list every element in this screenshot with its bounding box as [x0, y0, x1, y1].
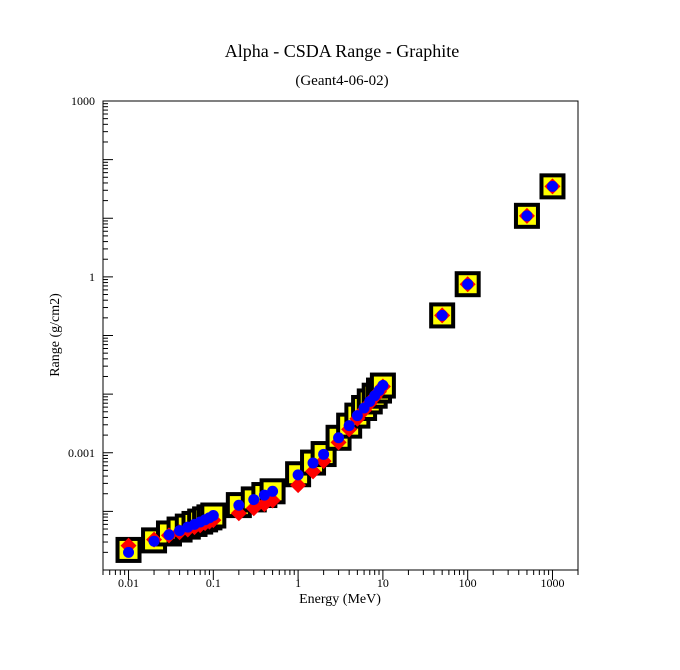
- circle-marker: [174, 525, 186, 537]
- axis-ticks: [102, 100, 579, 580]
- x-axis-label: Energy (MeV): [299, 592, 381, 607]
- circle-marker: [521, 210, 533, 222]
- circle-marker: [546, 180, 558, 192]
- circle-marker: [258, 489, 270, 501]
- x-tick-label: 0.01: [118, 576, 139, 590]
- circle-marker: [462, 278, 474, 290]
- x-tick-label: 1: [295, 576, 301, 590]
- circle-marker: [351, 410, 363, 422]
- circle-marker: [148, 535, 160, 547]
- x-tick-label: 10: [377, 576, 389, 590]
- y-axis-label: Range (g/cm2): [48, 293, 63, 377]
- x-tick-label: 0.1: [206, 576, 221, 590]
- circle-marker: [436, 309, 448, 321]
- diamond-marker: [290, 477, 307, 494]
- circle-marker: [318, 448, 330, 460]
- circle-marker: [333, 432, 345, 444]
- y-tick-label: 1000: [71, 94, 95, 108]
- x-tick-label: 1000: [540, 576, 564, 590]
- diamond-marker: [305, 463, 322, 480]
- axis-tick-labels: 0.01 0.1 1 10 100 1000 0.001 1 1000: [68, 94, 564, 590]
- circle-marker: [292, 469, 304, 481]
- diamond-marker: [230, 505, 247, 522]
- circle-marker: [233, 499, 245, 511]
- circle-marker: [343, 420, 355, 432]
- circle-marker: [207, 510, 219, 522]
- chart-title: Alpha - CSDA Range - Graphite: [225, 41, 459, 61]
- circle-marker: [307, 457, 319, 469]
- circle-marker: [377, 379, 389, 391]
- chart-subtitle: (Geant4-06-02): [295, 73, 388, 89]
- circle-marker: [123, 546, 135, 558]
- circle-marker: [163, 529, 175, 541]
- y-tick-label: 0.001: [68, 446, 95, 460]
- circle-marker: [267, 485, 279, 497]
- x-tick-label: 100: [459, 576, 477, 590]
- plot-frame: [102, 100, 579, 571]
- y-tick-label: 1: [89, 270, 95, 284]
- circle-marker: [248, 494, 260, 506]
- data-markers: [115, 173, 566, 563]
